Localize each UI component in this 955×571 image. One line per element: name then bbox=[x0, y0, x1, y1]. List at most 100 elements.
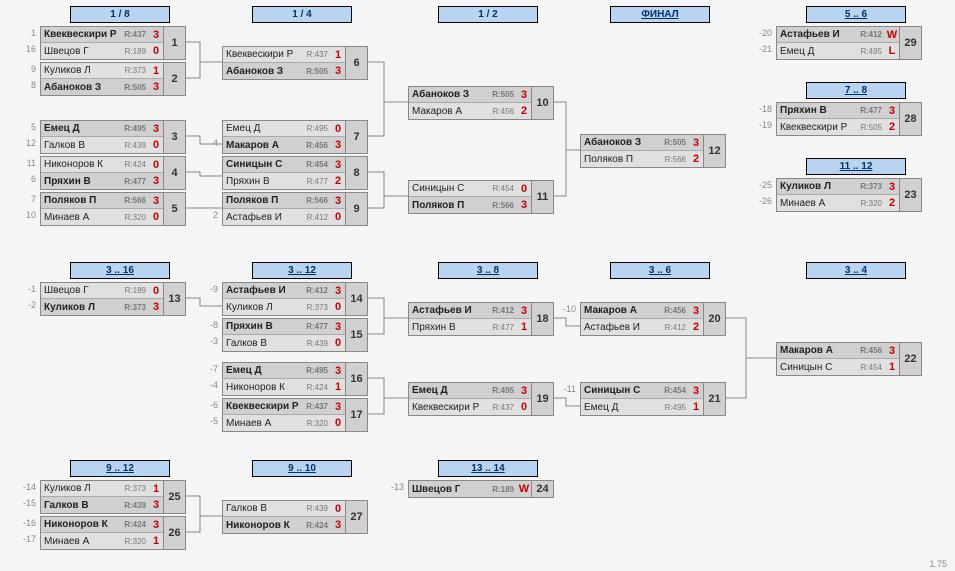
match-number: 22 bbox=[900, 342, 922, 376]
player-rating: R:454 bbox=[489, 184, 517, 193]
match-box: Абаноков ЗR:5053Поляков ПR:566212 bbox=[580, 134, 726, 168]
player-score: 0 bbox=[149, 159, 163, 171]
player-name: Галков В bbox=[223, 338, 303, 349]
player-name: Куликов Л bbox=[41, 483, 121, 494]
player-rating: R:424 bbox=[121, 520, 149, 529]
player-rating: R:320 bbox=[857, 199, 885, 208]
match-players: Емец ДR:4953Галков ВR:4390 bbox=[40, 120, 164, 154]
player-score: 3 bbox=[689, 137, 703, 149]
seed-label: 10 bbox=[20, 210, 36, 220]
round-label-link[interactable]: 3 .. 12 bbox=[288, 265, 316, 276]
player-rating: R:373 bbox=[121, 303, 149, 312]
round-label-link[interactable]: 9 .. 10 bbox=[288, 463, 316, 474]
round-label[interactable]: 5 .. 6 bbox=[806, 6, 906, 23]
seed-label: -26 bbox=[756, 196, 772, 206]
round-label-link[interactable]: 7 .. 8 bbox=[845, 85, 867, 96]
round-label-link[interactable]: 3 .. 16 bbox=[106, 265, 134, 276]
player-name: Макаров А bbox=[581, 305, 661, 316]
player-rating: R:437 bbox=[303, 50, 331, 59]
round-label[interactable]: 3 .. 4 bbox=[806, 262, 906, 279]
player-rating: R:412 bbox=[303, 286, 331, 295]
player-score: 3 bbox=[149, 29, 163, 41]
player-score: 1 bbox=[149, 65, 163, 77]
round-label[interactable]: 3 .. 12 bbox=[252, 262, 352, 279]
round-label-link[interactable]: 3 .. 4 bbox=[845, 265, 867, 276]
match-players: Пряхин ВR:4773Галков ВR:4390 bbox=[222, 318, 346, 352]
player-row: Пряхин ВR:4773 bbox=[41, 173, 163, 189]
round-label-link[interactable]: 13 .. 14 bbox=[471, 463, 504, 474]
player-score: 3 bbox=[331, 159, 345, 171]
player-row: Поляков ПR:5663 bbox=[223, 193, 345, 209]
match-box: -1-2Швецов ГR:1890Куликов ЛR:373313 bbox=[40, 282, 186, 316]
round-label-link[interactable]: 11 .. 12 bbox=[840, 161, 873, 172]
player-score: 3 bbox=[517, 385, 531, 397]
player-score: 3 bbox=[331, 365, 345, 377]
player-score: 0 bbox=[149, 211, 163, 223]
round-label-link[interactable]: 3 .. 8 bbox=[477, 265, 499, 276]
match-players: Квеквескири РR:4371Абаноков ЗR:5053 bbox=[222, 46, 346, 80]
player-name: Никоноров К bbox=[41, 519, 121, 530]
round-label[interactable]: ФИНАЛ bbox=[610, 6, 710, 23]
round-label[interactable]: 13 .. 14 bbox=[438, 460, 538, 477]
player-name: Никоноров К bbox=[223, 382, 303, 393]
match-players: Абаноков ЗR:5053Поляков ПR:5662 bbox=[580, 134, 704, 168]
player-rating: R:505 bbox=[857, 123, 885, 132]
match-number: 27 bbox=[346, 500, 368, 534]
player-name: Синицын С bbox=[777, 362, 857, 373]
seed-label: -4 bbox=[202, 380, 218, 390]
player-name: Поляков П bbox=[223, 195, 303, 206]
round-label[interactable]: 3 .. 8 bbox=[438, 262, 538, 279]
player-score: 3 bbox=[885, 105, 899, 117]
round-label[interactable]: 7 .. 8 bbox=[806, 82, 906, 99]
match-box: 2Поляков ПR:5663Астафьев ИR:41209 bbox=[222, 192, 368, 226]
player-score: 3 bbox=[149, 123, 163, 135]
player-score: 0 bbox=[331, 211, 345, 223]
player-row: Галков ВR:4390 bbox=[223, 335, 345, 351]
round-label[interactable]: 9 .. 10 bbox=[252, 460, 352, 477]
round-label[interactable]: 3 .. 16 bbox=[70, 262, 170, 279]
round-label-link[interactable]: 3 .. 6 bbox=[649, 265, 671, 276]
player-name: Астафьев И bbox=[777, 29, 857, 40]
match-players: Куликов ЛR:3731Галков ВR:4393 bbox=[40, 480, 164, 514]
player-rating: R:320 bbox=[121, 537, 149, 546]
match-box: 512Емец ДR:4953Галков ВR:43903 bbox=[40, 120, 186, 154]
seed-label: -15 bbox=[20, 498, 36, 508]
round-label-link[interactable]: 9 .. 12 bbox=[106, 463, 134, 474]
player-rating: R:320 bbox=[121, 213, 149, 222]
player-rating: R:495 bbox=[303, 124, 331, 133]
player-score: 3 bbox=[149, 301, 163, 313]
player-rating: R:505 bbox=[661, 138, 689, 147]
player-score: 0 bbox=[331, 337, 345, 349]
round-label: 1 / 8 bbox=[70, 6, 170, 23]
match-box: -13Швецов ГR:189W24 bbox=[408, 480, 554, 498]
player-row: Минаев АR:3202 bbox=[777, 195, 899, 211]
match-players: Синицын СR:4540Поляков ПR:5663 bbox=[408, 180, 532, 214]
round-label-text: 1 / 4 bbox=[292, 9, 311, 20]
match-number: 10 bbox=[532, 86, 554, 120]
player-score: W bbox=[517, 483, 531, 495]
seed-label: 5 bbox=[20, 122, 36, 132]
player-rating: R:373 bbox=[303, 303, 331, 312]
round-label[interactable]: 9 .. 12 bbox=[70, 460, 170, 477]
player-score: 2 bbox=[517, 105, 531, 117]
player-row: Квеквескири РR:4371 bbox=[223, 47, 345, 63]
player-row: Емец ДR:4953 bbox=[41, 121, 163, 137]
player-rating: R:505 bbox=[489, 90, 517, 99]
round-label-link[interactable]: ФИНАЛ bbox=[641, 9, 678, 20]
match-box: -20-21Астафьев ИR:412WЕмец ДR:495L29 bbox=[776, 26, 922, 60]
match-box: -6-5Квеквескири РR:4373Минаев АR:320017 bbox=[222, 398, 368, 432]
player-row: Галков ВR:4390 bbox=[41, 137, 163, 153]
round-label[interactable]: 3 .. 6 bbox=[610, 262, 710, 279]
match-box: Синицын СR:4543Пряхин ВR:47728 bbox=[222, 156, 368, 190]
player-name: Квеквескири Р bbox=[409, 402, 489, 413]
round-label[interactable]: 11 .. 12 bbox=[806, 158, 906, 175]
player-rating: R:437 bbox=[303, 402, 331, 411]
seed-label: -6 bbox=[202, 400, 218, 410]
version-label: 1.75 bbox=[929, 559, 947, 569]
round-label-link[interactable]: 5 .. 6 bbox=[845, 9, 867, 20]
match-box: Астафьев ИR:4123Пряхин ВR:477118 bbox=[408, 302, 554, 336]
match-number: 3 bbox=[164, 120, 186, 154]
player-name: Никоноров К bbox=[223, 520, 303, 531]
match-number: 7 bbox=[346, 120, 368, 154]
player-name: Синицын С bbox=[223, 159, 303, 170]
